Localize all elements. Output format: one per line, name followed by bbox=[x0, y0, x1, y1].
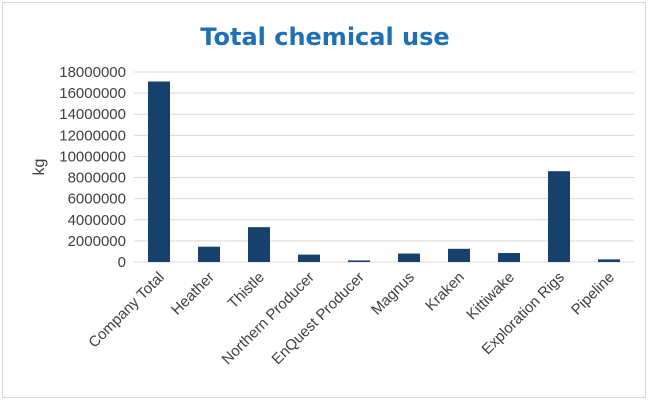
y-tick-labels: 0 2000000 4000000 6000000 8000000 10000000 120… bbox=[59, 64, 126, 271]
bar bbox=[248, 227, 270, 262]
bar bbox=[598, 259, 620, 262]
y-tick-label: 8000000 bbox=[68, 170, 126, 187]
y-tick-label: 2000000 bbox=[68, 233, 126, 250]
y-tick-label: 0 bbox=[118, 254, 126, 271]
y-axis-label: kg bbox=[31, 159, 48, 176]
x-tick-label: Kraken bbox=[422, 269, 468, 315]
bar bbox=[448, 248, 470, 262]
bar bbox=[548, 171, 570, 262]
y-tick-label: 14000000 bbox=[59, 106, 126, 123]
bar bbox=[348, 260, 370, 262]
bars bbox=[148, 81, 620, 262]
y-tick-label: 4000000 bbox=[68, 212, 126, 229]
y-tick-label: 18000000 bbox=[59, 64, 126, 81]
chart-frame: Total chemical use bbox=[2, 2, 646, 398]
x-tick-label: EnQuest Producer bbox=[269, 269, 368, 368]
x-tick-label: Thistle bbox=[225, 269, 268, 312]
chart-title: Total chemical use bbox=[200, 23, 450, 51]
x-tick-label: Pipeline bbox=[568, 269, 618, 319]
x-tick-label: Company Total bbox=[85, 269, 168, 352]
bar bbox=[398, 253, 420, 262]
y-tick-label: 6000000 bbox=[68, 191, 126, 208]
x-tick-label: Heather bbox=[168, 269, 218, 319]
y-tick-label: 12000000 bbox=[59, 127, 126, 144]
y-tick-label: 16000000 bbox=[59, 85, 126, 102]
y-tick-label: 10000000 bbox=[59, 148, 126, 165]
bar bbox=[298, 254, 320, 262]
x-tick-label: Magnus bbox=[368, 269, 418, 319]
bar bbox=[148, 81, 170, 262]
bar bbox=[498, 253, 520, 262]
bar bbox=[198, 246, 220, 262]
x-tick-label: Northern Producer bbox=[219, 269, 318, 368]
